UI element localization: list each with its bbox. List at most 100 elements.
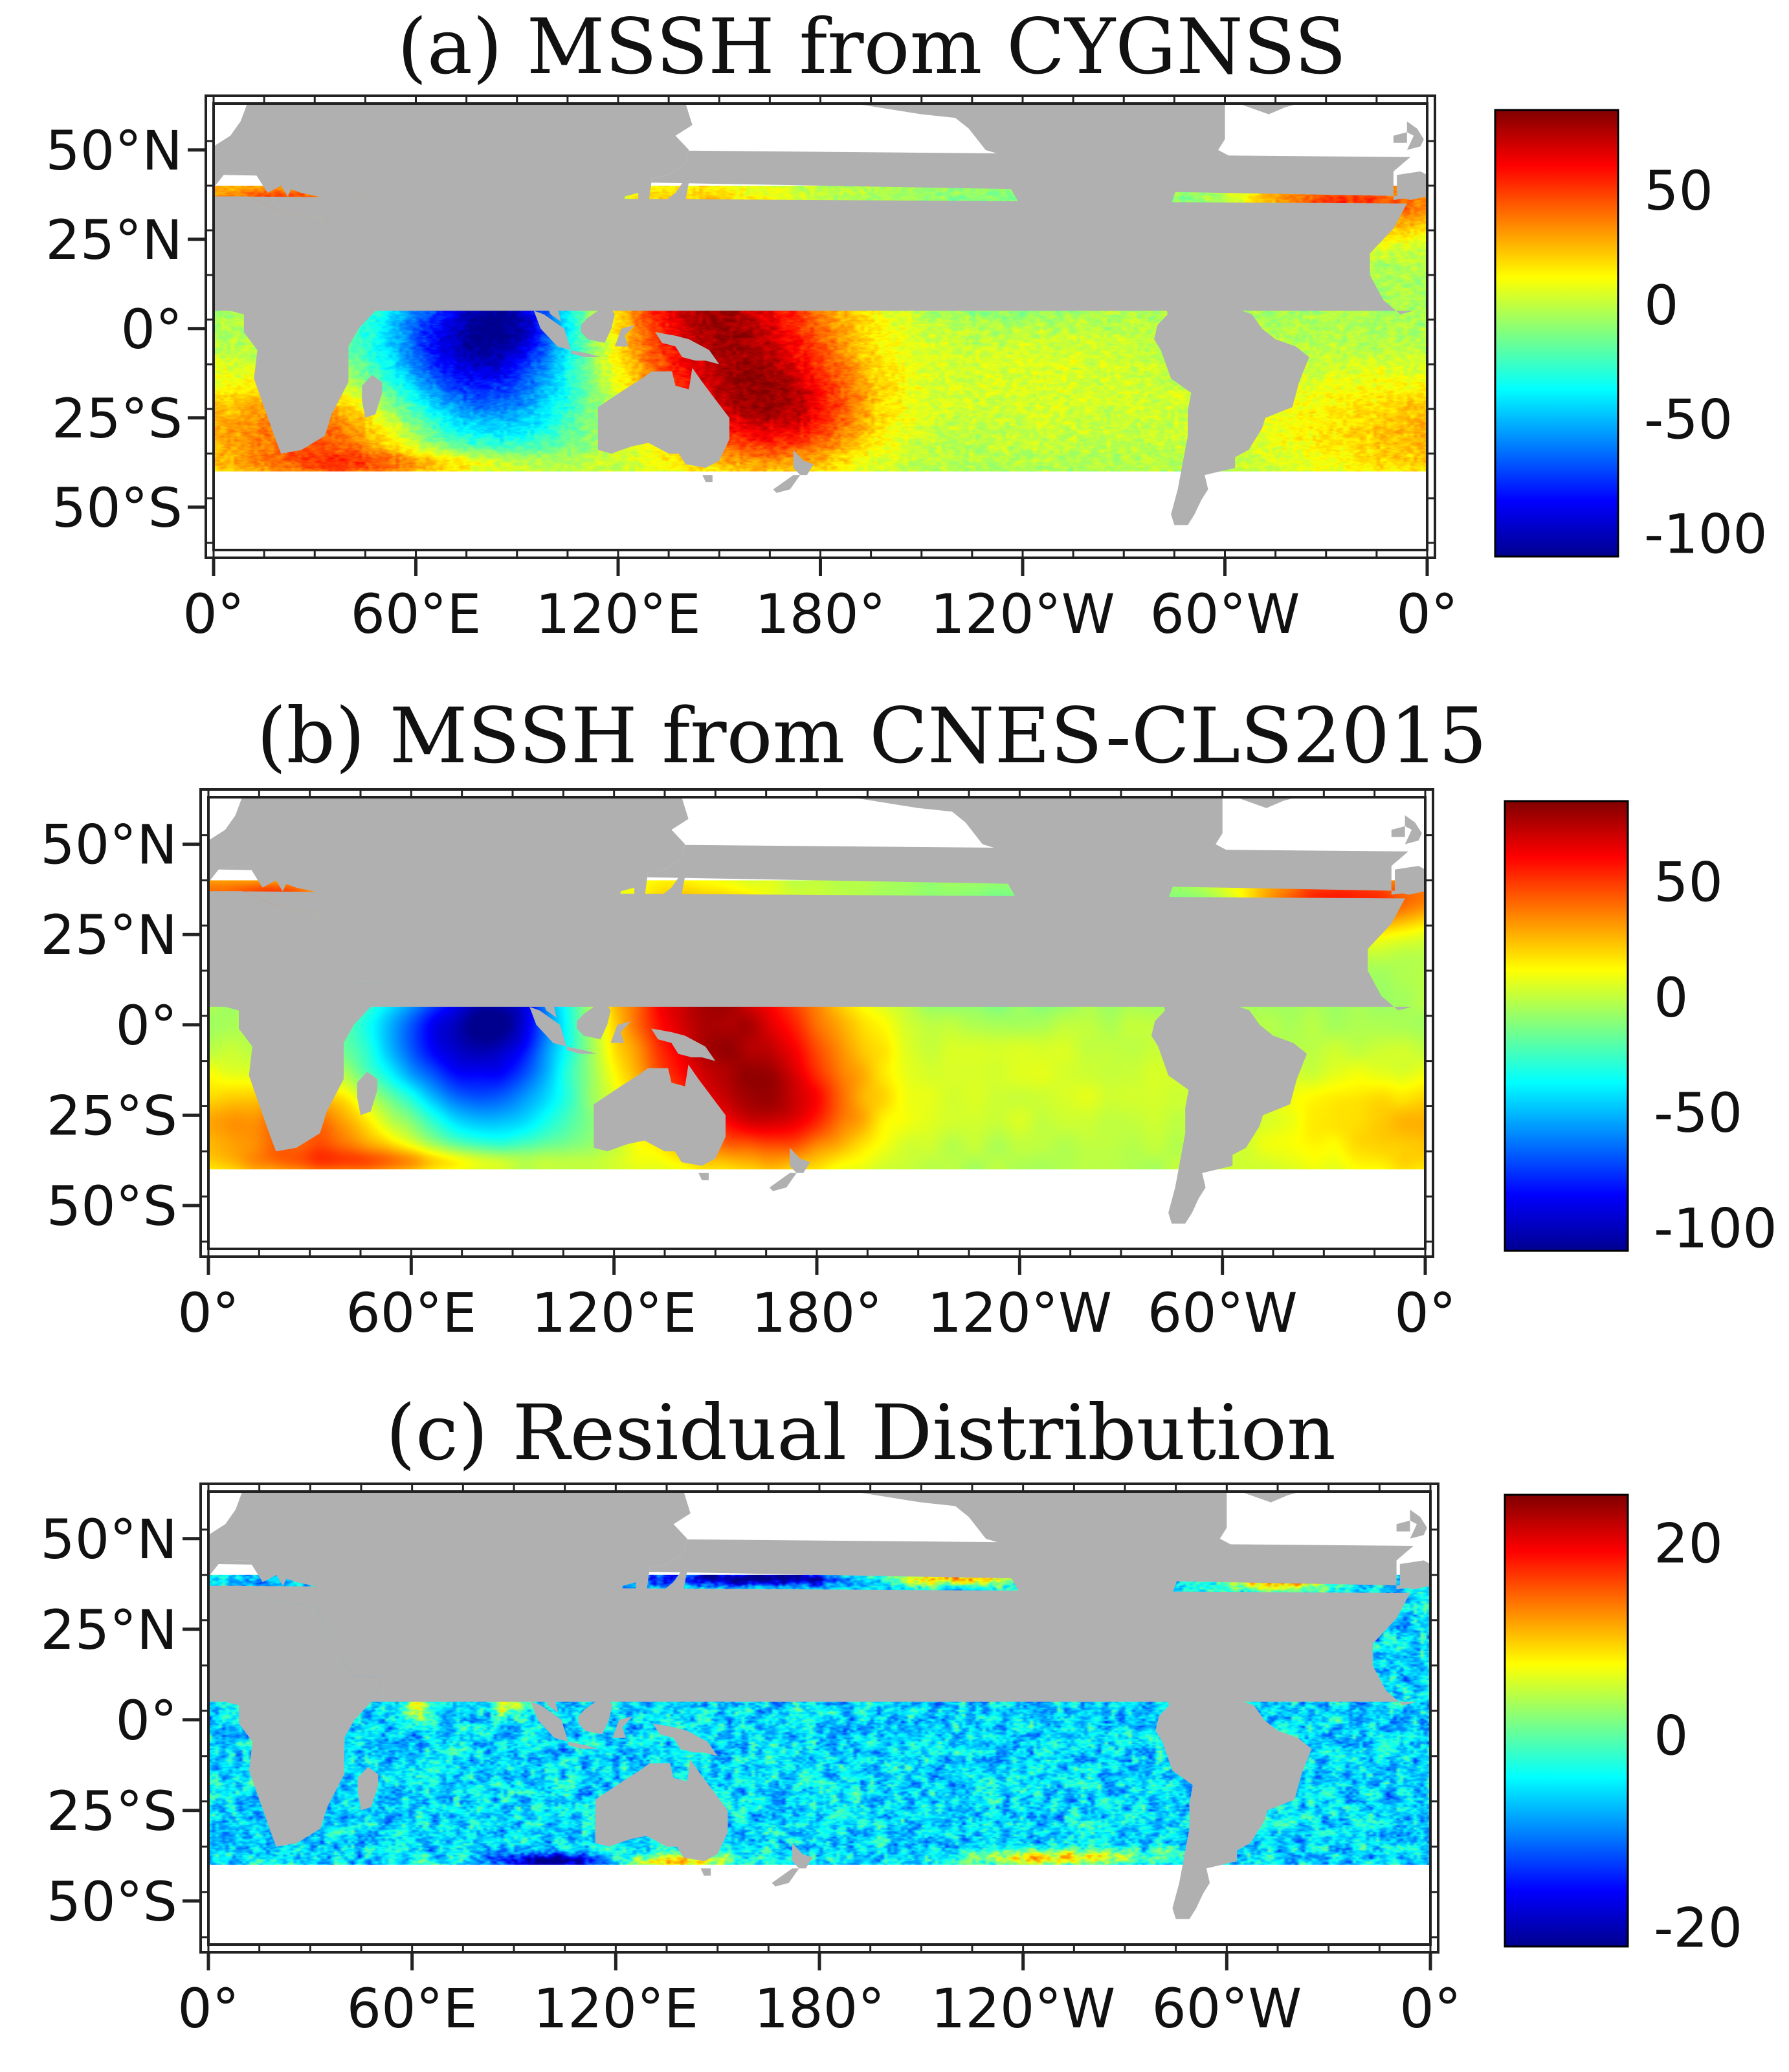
land-philippines <box>618 264 639 307</box>
land-baja <box>1030 909 1054 942</box>
land-taiwan <box>614 934 621 945</box>
land-ireland <box>1396 1520 1410 1532</box>
land-sulawesi <box>614 325 635 347</box>
land-sumatra <box>531 1701 568 1742</box>
panel-c-colorbar: 20 0 -20 <box>1504 1493 1742 1959</box>
lon-tick-label: 120°W <box>930 582 1115 646</box>
land-iberia <box>1399 1560 1430 1590</box>
lon-tick-label: 180° <box>755 582 885 646</box>
land-new-zealand <box>790 1147 810 1173</box>
land-arabia <box>324 1582 409 1677</box>
panel-c-map: 50°N25°N0°25°S50°S0° 60°E 120°E 180° 120°W 60… <box>40 1482 1461 2040</box>
land-philippines <box>616 1655 636 1699</box>
land-new-zealand <box>793 450 814 476</box>
land-iberia <box>1395 866 1425 895</box>
lon-tick-label: 60°W <box>1148 1281 1298 1345</box>
land-greenland <box>1236 797 1297 808</box>
colorbar-tick-label: -100 <box>1644 503 1768 566</box>
lat-tick-label: 25°S <box>47 1780 177 1843</box>
land-sumatra <box>533 311 572 350</box>
land-south-america <box>1151 985 1307 1224</box>
land-australia <box>597 368 729 468</box>
land-africa-wrap <box>208 1585 382 1847</box>
land-tasmania <box>700 1868 711 1876</box>
panel-a-colorbar: 50 0 -50 -100 <box>1494 109 1768 566</box>
colorbar-gradient <box>1504 800 1629 1252</box>
colorbar-tick-label: -20 <box>1654 1896 1742 1959</box>
land-sulawesi <box>612 1716 633 1738</box>
land-hawaii <box>894 949 902 956</box>
panel-b-map: 50°N25°N0°25°S50°S0° 60°E 120°E 180° 120°W 60… <box>40 788 1456 1345</box>
panel-a-title: (a) MSSH from CYGNSS <box>397 2 1347 91</box>
lon-tick-label: 60°E <box>347 1977 478 2040</box>
land-madagascar <box>357 1767 379 1811</box>
land-new-guinea <box>651 1028 716 1061</box>
land-australia <box>595 1759 728 1862</box>
land-philippines <box>614 960 634 1004</box>
lat-tick-label: 0° <box>116 994 177 1057</box>
land-borneo <box>578 1694 613 1735</box>
land-japan <box>649 1556 694 1608</box>
land-sumatra <box>529 1006 567 1047</box>
lat-tick-label: 25°S <box>47 1084 177 1147</box>
lon-tick-label: 120°E <box>533 1977 698 2040</box>
colorbar-tick-label: 0 <box>1654 1704 1688 1767</box>
lon-tick-label: 120°E <box>535 582 700 646</box>
land-new-zealand-south <box>769 1173 797 1191</box>
lat-tick-label: 50°N <box>40 813 177 877</box>
land-uk <box>1405 815 1422 844</box>
lon-tick-label: 60°W <box>1151 1977 1302 2040</box>
land-borneo <box>577 999 611 1040</box>
land-north-america <box>850 797 1236 993</box>
land-hispaniola <box>1177 260 1198 265</box>
lon-tick-label: 60°W <box>1150 582 1300 646</box>
land-java <box>566 1046 597 1054</box>
land-sri-lanka <box>475 989 486 1004</box>
colorbar-tick-label: -50 <box>1654 1081 1742 1145</box>
land-north-america <box>853 1492 1241 1688</box>
landmasses <box>214 104 1427 525</box>
colorbar-tick-label: 0 <box>1644 274 1678 337</box>
lon-tick-label: 0° <box>177 1281 239 1345</box>
land-south-america <box>1155 1680 1312 1919</box>
lat-tick-label: 25°S <box>52 387 183 450</box>
land-new-guinea <box>653 1723 718 1756</box>
land-africa-wrap <box>208 891 381 1152</box>
land-new-guinea <box>655 332 720 364</box>
land-japan <box>647 862 692 913</box>
colorbar-tick-label: -50 <box>1644 388 1733 452</box>
lat-tick-label: 25°N <box>45 208 183 272</box>
land-sri-lanka <box>476 1683 487 1699</box>
land-hawaii <box>898 253 905 261</box>
colorbar-tick-label: 50 <box>1644 159 1713 223</box>
land-java <box>571 349 601 357</box>
land-madagascar <box>357 1072 378 1116</box>
lon-tick-label: 0° <box>1399 1977 1461 2040</box>
land-cuba <box>1142 1637 1179 1648</box>
land-arabia <box>328 193 413 286</box>
lat-tick-label: 50°S <box>47 1174 177 1238</box>
lat-tick-label: 0° <box>121 298 183 361</box>
land-hispaniola <box>1175 956 1195 960</box>
land-hispaniola <box>1179 1651 1200 1655</box>
colorbar-tick-label: -100 <box>1654 1196 1777 1260</box>
landmasses <box>208 797 1425 1224</box>
lon-tick-label: 120°E <box>531 1281 696 1345</box>
land-ireland <box>1391 826 1405 837</box>
lon-tick-label: 180° <box>751 1281 882 1345</box>
colorbar-tick-label: 0 <box>1654 966 1688 1030</box>
land-new-zealand-south <box>772 1868 799 1887</box>
land-ireland <box>1393 132 1407 143</box>
land-uk <box>1410 1510 1427 1539</box>
land-greenland <box>1240 1492 1302 1503</box>
panel-b-title: (b) MSSH from CNES-CLS2015 <box>257 691 1487 780</box>
land-north-america <box>854 104 1239 297</box>
land-madagascar <box>362 375 383 418</box>
land-eurasia-wrap <box>208 1492 691 1713</box>
lon-tick-label: 180° <box>754 1977 885 2040</box>
panel-a: (a) MSSH from CYGNSS 50°N25°N0°25°S50°S0… <box>45 2 1767 646</box>
lon-tick-label: 120°W <box>928 1281 1112 1345</box>
land-borneo <box>581 303 615 343</box>
land-baja <box>1033 1604 1058 1637</box>
